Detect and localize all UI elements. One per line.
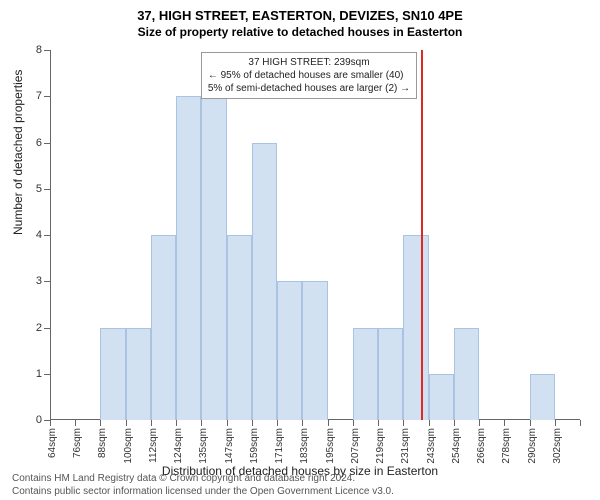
- y-tick-label: 6: [36, 137, 50, 149]
- x-tick: [75, 420, 76, 426]
- annotation-line: ← 95% of detached houses are smaller (40…: [208, 69, 410, 82]
- x-tick: [252, 420, 253, 426]
- x-tick-label: 64sqm: [47, 428, 58, 458]
- histogram-bar: [302, 281, 327, 420]
- x-tick: [201, 420, 202, 426]
- x-tick: [227, 420, 228, 426]
- marker-line: [421, 50, 423, 420]
- footer-text: Contains HM Land Registry data © Crown c…: [12, 472, 394, 498]
- x-tick-label: 147sqm: [224, 428, 235, 464]
- x-tick: [126, 420, 127, 426]
- annotation-box: 37 HIGH STREET: 239sqm← 95% of detached …: [201, 52, 417, 99]
- x-tick-label: 219sqm: [375, 428, 386, 464]
- x-tick: [530, 420, 531, 426]
- y-tick-label: 3: [36, 275, 50, 287]
- histogram-bar: [151, 235, 176, 420]
- x-tick: [504, 420, 505, 426]
- y-tick-label: 8: [36, 44, 50, 56]
- y-tick-label: 0: [36, 414, 50, 426]
- x-tick-label: 135sqm: [198, 428, 209, 464]
- x-tick: [378, 420, 379, 426]
- y-axis-label: Number of detached properties: [11, 70, 25, 235]
- x-tick: [555, 420, 556, 426]
- histogram-bar: [530, 374, 555, 420]
- x-tick-label: 171sqm: [274, 428, 285, 464]
- chart-subtitle: Size of property relative to detached ho…: [0, 23, 600, 39]
- x-tick: [353, 420, 354, 426]
- x-tick-label: 88sqm: [97, 428, 108, 458]
- x-tick-label: 207sqm: [350, 428, 361, 464]
- histogram-bar: [429, 374, 454, 420]
- x-tick: [176, 420, 177, 426]
- x-tick-label: 124sqm: [173, 428, 184, 464]
- histogram-bar: [176, 96, 201, 420]
- y-tick-label: 5: [36, 183, 50, 195]
- y-tick-label: 7: [36, 90, 50, 102]
- x-tick: [328, 420, 329, 426]
- histogram-bar: [277, 281, 302, 420]
- histogram-bar: [252, 143, 277, 421]
- x-tick: [454, 420, 455, 426]
- x-tick: [100, 420, 101, 426]
- chart-container: 37, HIGH STREET, EASTERTON, DEVIZES, SN1…: [0, 0, 600, 500]
- histogram-bar: [100, 328, 125, 421]
- x-tick-label: 290sqm: [527, 428, 538, 464]
- annotation-title: 37 HIGH STREET: 239sqm: [208, 56, 410, 69]
- y-axis-line: [50, 50, 51, 420]
- x-tick-label: 231sqm: [400, 428, 411, 464]
- histogram-bar: [201, 96, 226, 420]
- x-tick-label: 302sqm: [552, 428, 563, 464]
- x-tick: [479, 420, 480, 426]
- histogram-bar: [353, 328, 378, 421]
- plot-area: 01234567864sqm76sqm88sqm100sqm112sqm124s…: [50, 50, 580, 420]
- x-tick: [580, 420, 581, 426]
- x-tick-label: 254sqm: [451, 428, 462, 464]
- y-tick-label: 4: [36, 229, 50, 241]
- histogram-bar: [378, 328, 403, 421]
- x-tick-label: 243sqm: [426, 428, 437, 464]
- x-tick-label: 159sqm: [249, 428, 260, 464]
- x-tick-label: 278sqm: [501, 428, 512, 464]
- x-tick-label: 195sqm: [325, 428, 336, 464]
- x-tick-label: 266sqm: [476, 428, 487, 464]
- y-tick-label: 1: [36, 368, 50, 380]
- x-tick: [302, 420, 303, 426]
- chart-title: 37, HIGH STREET, EASTERTON, DEVIZES, SN1…: [0, 0, 600, 23]
- x-tick: [277, 420, 278, 426]
- histogram-bar: [126, 328, 151, 421]
- histogram-bar: [454, 328, 479, 421]
- footer-line-2: Contains public sector information licen…: [12, 485, 394, 498]
- x-tick-label: 100sqm: [123, 428, 134, 464]
- histogram-bar: [403, 235, 428, 420]
- x-tick-label: 112sqm: [148, 428, 159, 463]
- y-tick-label: 2: [36, 322, 50, 334]
- x-tick-label: 183sqm: [299, 428, 310, 464]
- footer-line-1: Contains HM Land Registry data © Crown c…: [12, 472, 394, 485]
- annotation-line: 5% of semi-detached houses are larger (2…: [208, 82, 410, 95]
- x-tick: [50, 420, 51, 426]
- x-tick: [403, 420, 404, 426]
- x-tick: [429, 420, 430, 426]
- histogram-bar: [227, 235, 252, 420]
- x-tick-label: 76sqm: [72, 428, 83, 458]
- x-tick: [151, 420, 152, 426]
